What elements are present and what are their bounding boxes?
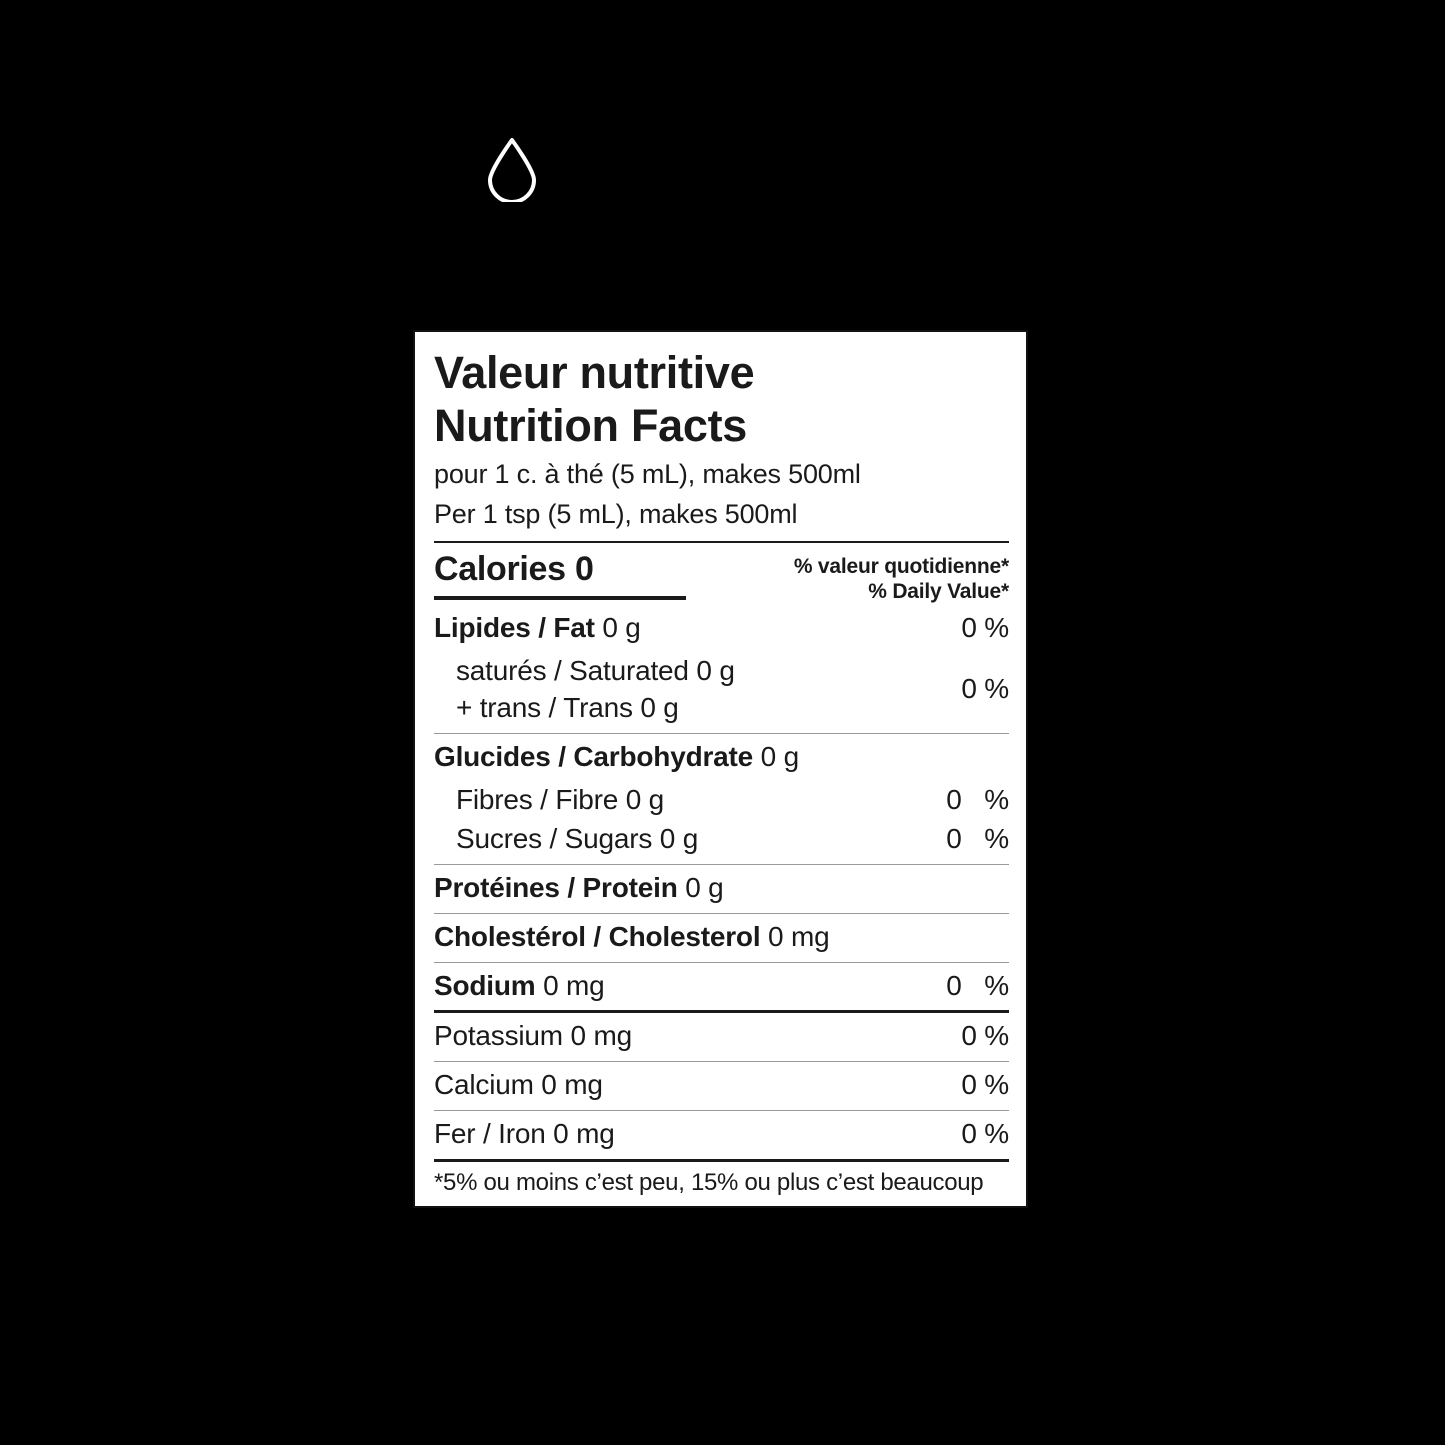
fat-dv: 0 %	[961, 611, 1009, 643]
saturated-amount: 0 g	[696, 654, 735, 686]
trans-amount: 0 g	[640, 691, 679, 723]
calories-underline	[434, 595, 686, 600]
row-sodium: Sodium 0 mg 0 %	[434, 963, 1009, 1011]
rule-below-calcium	[434, 1110, 1009, 1112]
potassium-name: Potassium 0 mg	[434, 1020, 632, 1052]
iron-name: Fer / Iron 0 mg	[434, 1118, 615, 1150]
calories-block: Calories 0 % valeur quotidienne* % Daily…	[434, 543, 1009, 605]
nutrition-facts-panel: Valeur nutritive Nutrition Facts pour 1 …	[413, 330, 1028, 1208]
rule-above-footnote	[434, 1159, 1009, 1163]
row-carbohydrate: Glucides / Carbohydrate 0 g	[434, 734, 1009, 782]
rule-below-cholesterol	[434, 961, 1009, 963]
water-droplet-icon	[484, 136, 540, 204]
trans-line: + trans / Trans 0 g	[456, 690, 951, 727]
row-potassium: Potassium 0 mg 0 %	[434, 1013, 1009, 1061]
panel-title-en: Nutrition Facts	[434, 400, 748, 452]
rule-below-protein	[434, 912, 1009, 914]
calcium-name: Calcium 0 mg	[434, 1069, 603, 1101]
rule-below-fat-group	[434, 732, 1009, 734]
fat-amount: 0 g	[602, 611, 641, 643]
protein-amount: 0 g	[685, 871, 724, 903]
row-protein: Protéines / Protein 0 g	[434, 865, 1009, 913]
calcium-dv: 0 %	[961, 1069, 1009, 1101]
fat-name: Lipides / Fat	[434, 611, 595, 643]
carbohydrate-amount: 0 g	[760, 740, 800, 772]
rule-below-sodium	[434, 1010, 1009, 1014]
row-saturated-trans: saturés / Saturated 0 g + trans / Trans …	[434, 653, 1009, 733]
panel-title-fr: Valeur nutritive	[434, 347, 755, 398]
serving-size-en: Per 1 tsp (5 mL), makes 500ml	[434, 498, 798, 529]
row-fibre: Fibres / Fibre 0 g 0 %	[434, 782, 1009, 821]
cholesterol-name: Cholestérol / Cholesterol	[434, 920, 761, 952]
cholesterol-amount: 0 mg	[768, 920, 830, 952]
calories-label: Calories	[434, 549, 566, 588]
daily-value-header-fr: % valeur quotidienne*	[793, 554, 1009, 578]
daily-value-header: % valeur quotidienne* % Daily Value*	[794, 550, 1009, 605]
saturated-line: saturés / Saturated 0 g	[456, 653, 951, 690]
fibre-name: Fibres / Fibre	[456, 783, 619, 815]
fibre-amount: 0 g	[625, 783, 665, 815]
saturated-dv: 0 %	[961, 673, 1009, 705]
sugars-amount: 0 g	[659, 822, 699, 854]
sugars-dv: 0 %	[946, 822, 1009, 854]
sodium-dv: 0 %	[946, 969, 1009, 1001]
rule-below-serving	[434, 540, 1009, 543]
rule-below-potassium	[434, 1061, 1009, 1063]
row-calcium: Calcium 0 mg 0 %	[434, 1062, 1009, 1110]
calories-row: Calories 0	[434, 550, 686, 589]
sugars-name: Sucres / Sugars	[456, 822, 653, 854]
sodium-amount: 0 mg	[543, 969, 605, 1001]
daily-value-header-en: % Daily Value*	[868, 580, 1009, 604]
footnote: *5% ou moins c’est peu, 15% ou plus c’es…	[434, 1169, 984, 1197]
row-sugars: Sucres / Sugars 0 g 0 %	[434, 821, 1009, 864]
sodium-name: Sodium	[434, 969, 536, 1001]
trans-name: + trans / Trans	[456, 691, 633, 723]
row-cholesterol: Cholestérol / Cholesterol 0 mg	[434, 914, 1009, 962]
rule-below-carb-group	[434, 863, 1009, 865]
protein-name: Protéines / Protein	[434, 871, 678, 903]
serving-size-fr: pour 1 c. à thé (5 mL), makes 500ml	[434, 459, 861, 490]
saturated-name: saturés / Saturated	[456, 654, 689, 686]
row-fat: Lipides / Fat 0 g 0 %	[434, 605, 1009, 653]
iron-dv: 0 %	[961, 1118, 1009, 1150]
calories-value: 0	[574, 549, 594, 588]
potassium-dv: 0 %	[961, 1020, 1009, 1052]
row-iron: Fer / Iron 0 mg 0 %	[434, 1111, 1009, 1159]
fibre-dv: 0 %	[946, 783, 1009, 815]
carbohydrate-name: Glucides / Carbohydrate	[434, 740, 754, 772]
